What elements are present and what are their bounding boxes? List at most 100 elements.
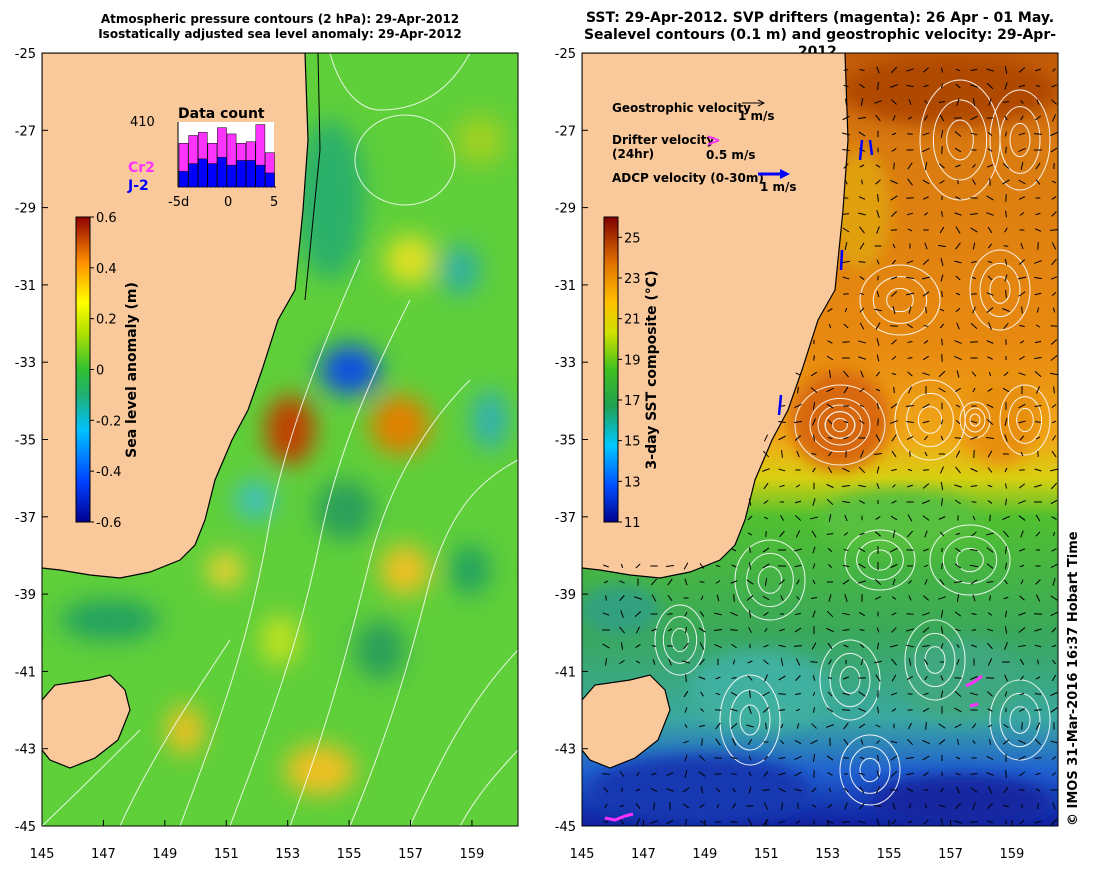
geostrophic-arrow	[969, 564, 979, 568]
geostrophic-arrow	[1051, 756, 1057, 760]
colorbar-tick-label: -0.2	[96, 414, 121, 429]
geostrophic-arrow	[970, 548, 978, 552]
geostrophic-arrow	[986, 532, 994, 536]
lat-tick-label: -25	[555, 47, 576, 62]
geostrophic-arrow	[1019, 356, 1025, 360]
legend-adcp-label: ADCP velocity (0-30m)	[612, 171, 764, 185]
lat-tick-label: -29	[555, 202, 576, 217]
geostrophic-arrow	[860, 370, 864, 378]
geostrophic-arrow	[1019, 658, 1025, 666]
colorbar-tick-label: 21	[624, 313, 641, 328]
geostrophic-arrow	[955, 466, 961, 474]
geostrophic-arrow	[858, 691, 866, 697]
sealevel-contour	[849, 746, 891, 794]
geostrophic-arrow	[763, 802, 769, 810]
geostrophic-arrow	[971, 371, 977, 377]
geostrophic-arrow	[794, 693, 802, 695]
geostrophic-arrow	[923, 692, 929, 696]
geostrophic-arrow	[762, 595, 770, 601]
geostrophic-arrow	[620, 610, 624, 618]
geostrophic-arrow	[938, 387, 946, 393]
sealevel-contour	[932, 99, 988, 181]
geostrophic-arrow	[954, 707, 962, 713]
geostrophic-arrow	[780, 802, 784, 810]
geostrophic-arrow	[1053, 531, 1055, 537]
geostrophic-arrow	[700, 708, 704, 712]
geostrophic-arrow	[795, 484, 801, 488]
sealevel-contour	[824, 411, 856, 439]
geostrophic-arrow	[794, 403, 802, 409]
geostrophic-arrow	[826, 403, 834, 409]
geostrophic-arrow	[988, 98, 992, 106]
geostrophic-arrow	[972, 740, 976, 744]
geostrophic-arrow	[794, 739, 802, 745]
geostrophic-arrow	[684, 754, 688, 762]
geostrophic-arrow	[970, 579, 978, 585]
geostrophic-arrow	[939, 308, 945, 312]
count-bar-j2	[245, 160, 256, 188]
geostrophic-arrow	[940, 675, 944, 681]
geostrophic-arrow	[747, 818, 753, 826]
geostrophic-arrow	[1020, 161, 1024, 171]
geostrophic-arrow	[1034, 693, 1042, 695]
geostrophic-arrow	[827, 436, 833, 440]
geostrophic-arrow	[667, 628, 673, 632]
geostrophic-arrow	[827, 691, 833, 697]
geostrophic-arrow	[1034, 757, 1042, 759]
geostrophic-arrow	[938, 163, 946, 169]
geostrophic-arrow	[923, 212, 929, 216]
geostrophic-arrow	[1002, 163, 1010, 169]
geostrophic-arrow	[907, 820, 913, 824]
geostrophic-arrow	[970, 787, 978, 793]
geostrophic-arrow	[1004, 610, 1008, 618]
geostrophic-arrow	[827, 419, 833, 425]
sealevel-contour	[819, 639, 881, 721]
lat-tick-label: -35	[15, 434, 36, 449]
geostrophic-arrow	[700, 595, 704, 601]
geostrophic-arrow	[858, 466, 866, 474]
geostrophic-arrow	[940, 83, 944, 89]
geostrophic-arrow	[906, 772, 914, 776]
geostrophic-arrow	[619, 626, 625, 634]
geostrophic-arrow	[653, 802, 655, 810]
geostrophic-arrow	[826, 755, 834, 761]
geostrophic-arrow	[684, 724, 688, 728]
geostrophic-arrow	[986, 563, 994, 569]
geostrophic-arrow	[682, 787, 690, 793]
geostrophic-arrow	[907, 340, 913, 344]
geostrophic-arrow	[859, 387, 865, 393]
legend-drifter-label: Drifter velocity	[612, 133, 714, 147]
geostrophic-arrow	[1004, 131, 1008, 137]
geostrophic-arrow	[954, 131, 962, 137]
geostrophic-arrow	[938, 723, 946, 729]
geostrophic-arrow	[796, 450, 800, 458]
geostrophic-arrow	[842, 676, 850, 680]
geostrophic-arrow	[906, 420, 914, 424]
geostrophic-arrow	[940, 466, 944, 474]
geostrophic-arrow	[924, 530, 928, 538]
geostrophic-arrow	[603, 564, 609, 568]
geostrophic-arrow	[1051, 627, 1057, 633]
geostrophic-arrow	[811, 723, 817, 729]
geostrophic-arrow	[877, 194, 879, 202]
geostrophic-arrow	[970, 420, 978, 424]
geostrophic-arrow	[1052, 578, 1056, 586]
geostrophic-arrow	[875, 531, 881, 537]
geostrophic-arrow	[1004, 115, 1008, 121]
geostrophic-arrow	[1035, 162, 1041, 170]
geostrophic-arrow	[1050, 131, 1058, 137]
geostrophic-arrow	[794, 564, 802, 568]
geostrophic-arrow	[987, 450, 993, 458]
geostrophic-arrow	[1019, 340, 1025, 344]
geostrophic-arrow	[874, 596, 882, 600]
geostrophic-arrow	[809, 516, 819, 520]
geostrophic-arrow	[1034, 468, 1042, 472]
geostrophic-arrow	[922, 403, 930, 409]
geostrophic-arrow	[923, 340, 929, 344]
geostrophic-arrow	[1018, 372, 1026, 376]
geostrophic-arrow	[1004, 674, 1008, 682]
geostrophic-arrow	[684, 578, 688, 586]
geostrophic-arrow	[891, 99, 897, 105]
geostrophic-arrow	[875, 434, 881, 442]
geostrophic-arrow	[843, 370, 849, 378]
